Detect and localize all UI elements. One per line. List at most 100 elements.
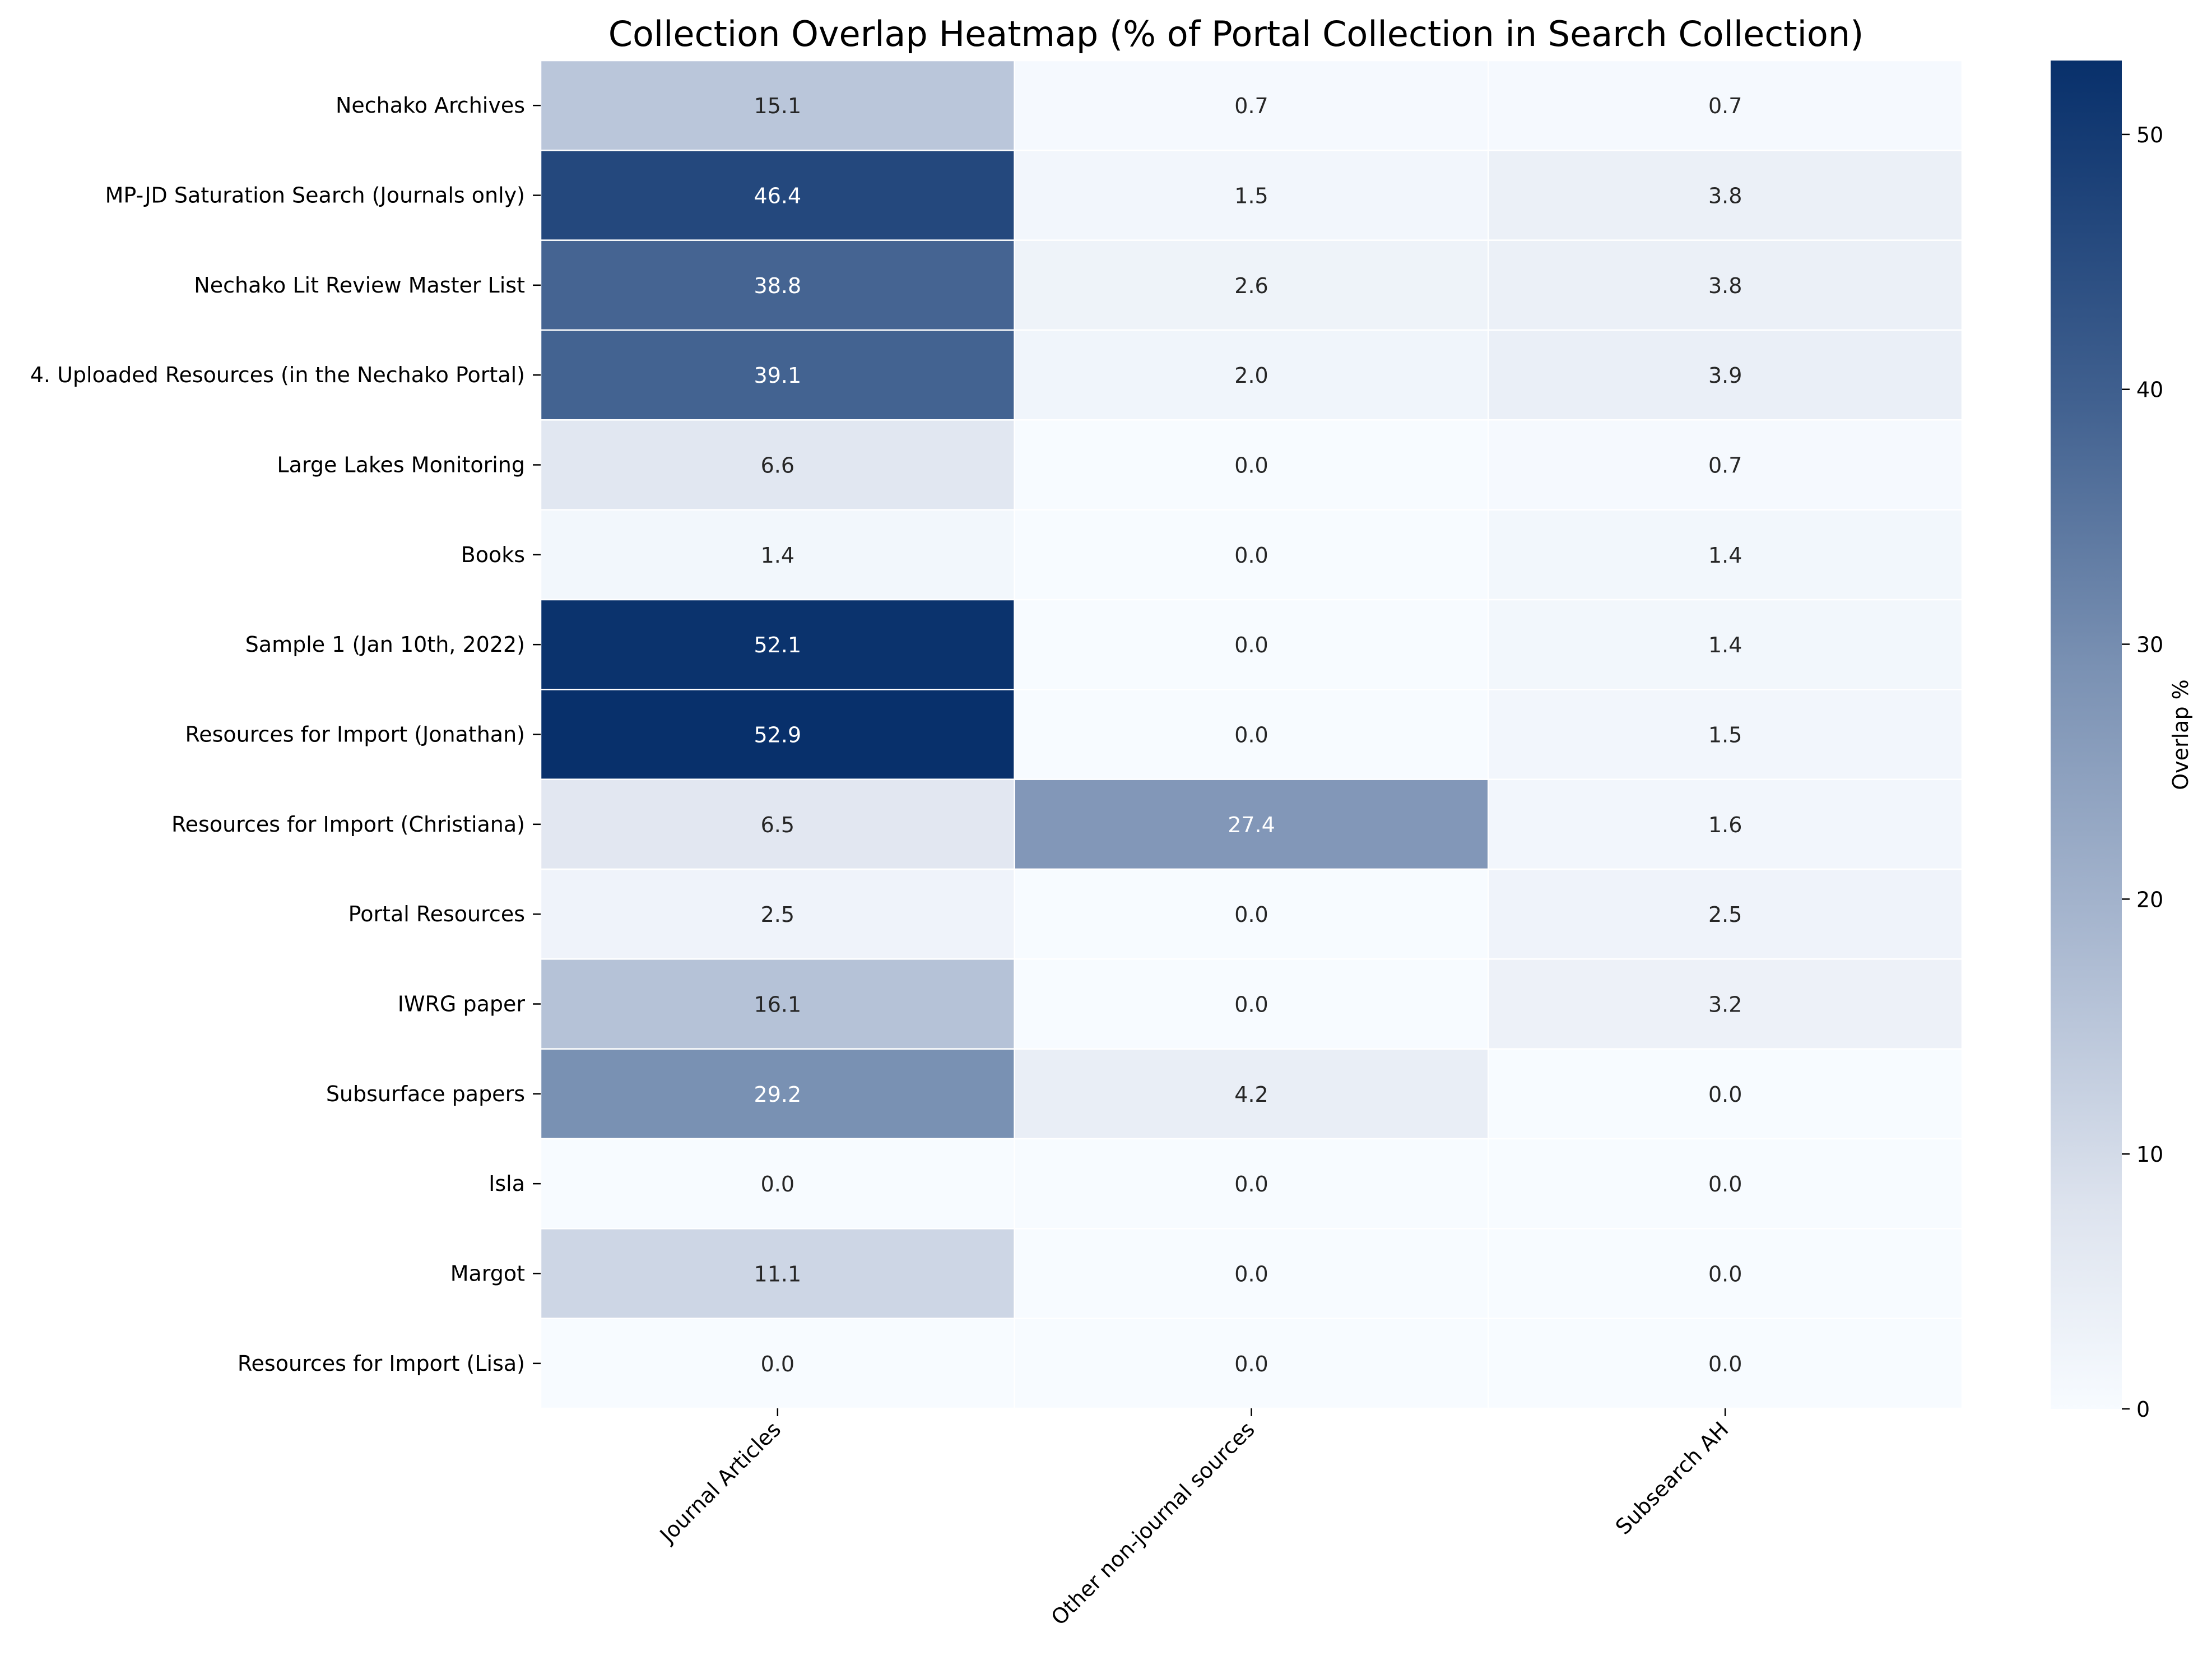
heatmap-cell xyxy=(1488,958,1963,1050)
heatmap-cell xyxy=(540,419,1015,511)
heatmap-cell xyxy=(540,778,1015,870)
cell-value-label: 1.4 xyxy=(1708,633,1742,657)
heatmap-cell xyxy=(540,958,1015,1050)
row-label: Subsurface papers xyxy=(326,1082,525,1106)
cell-value-label: 1.6 xyxy=(1708,813,1742,837)
cell-value-label: 0.0 xyxy=(1234,453,1268,478)
heatmap-cell xyxy=(540,150,1015,241)
row-label: MP-JD Saturation Search (Journals only) xyxy=(105,183,525,208)
cell-value-label: 39.1 xyxy=(754,363,802,388)
heatmap-cell xyxy=(540,689,1015,780)
column-label: Journal Articles xyxy=(654,1417,786,1548)
row-label: Resources for Import (Christiana) xyxy=(171,812,525,837)
heatmap-cell xyxy=(1488,1138,1963,1230)
colorbar-tick-label: 30 xyxy=(2136,633,2163,657)
row-label: Margot xyxy=(450,1261,525,1286)
heatmap-cell xyxy=(1014,419,1489,511)
cell-value-label: 4.2 xyxy=(1234,1082,1268,1107)
cell-value-label: 2.5 xyxy=(761,902,794,927)
cell-value-label: 3.8 xyxy=(1708,184,1742,208)
cell-value-label: 0.0 xyxy=(1708,1172,1742,1196)
cell-value-label: 52.1 xyxy=(754,633,802,657)
cell-value-label: 0.0 xyxy=(1234,1262,1268,1287)
row-label: Nechako Lit Review Master List xyxy=(194,273,525,298)
cell-value-label: 0.0 xyxy=(1708,1352,1742,1376)
column-label: Other non-journal sources xyxy=(1046,1417,1259,1630)
cell-value-label: 27.4 xyxy=(1228,813,1275,837)
heatmap-cell xyxy=(1014,599,1489,690)
row-label: Resources for Import (Lisa) xyxy=(238,1351,525,1376)
colorbar-tick-label: 50 xyxy=(2136,123,2163,147)
cell-value-label: 0.0 xyxy=(1234,633,1268,657)
cell-value-label: 11.1 xyxy=(754,1262,802,1287)
cell-value-label: 0.0 xyxy=(1234,1352,1268,1376)
cell-value-label: 2.5 xyxy=(1708,902,1742,927)
cell-value-label: 3.9 xyxy=(1708,363,1742,388)
heatmap-cell xyxy=(1488,689,1963,780)
row-labels: Nechako Archives MP-JD Saturation Search … xyxy=(30,93,541,1376)
cell-value-label: 2.0 xyxy=(1234,363,1268,388)
heatmap-cell xyxy=(1014,1048,1489,1140)
heatmap-cell xyxy=(1488,150,1963,241)
cell-value-label: 0.0 xyxy=(761,1172,794,1196)
cell-value-label: 3.8 xyxy=(1708,273,1742,298)
heatmap-cell xyxy=(540,1228,1015,1319)
heatmap-cell xyxy=(1014,59,1489,151)
cell-value-label: 0.0 xyxy=(1234,543,1268,568)
cell-value-label: 46.4 xyxy=(754,184,802,208)
row-label: Books xyxy=(461,542,525,567)
cell-value-label: 1.4 xyxy=(761,543,794,568)
heatmap-cell xyxy=(1488,599,1963,690)
chart-title: Collection Overlap Heatmap (% of Portal … xyxy=(608,13,1864,54)
cell-value-label: 0.0 xyxy=(1708,1262,1742,1287)
heatmap-cell xyxy=(540,329,1015,421)
heatmap-cell xyxy=(540,1138,1015,1230)
cell-value-label: 29.2 xyxy=(754,1082,802,1107)
cell-value-label: 0.7 xyxy=(1708,94,1742,118)
cell-value-label: 15.1 xyxy=(754,94,802,118)
row-label: Nechako Archives xyxy=(336,93,525,118)
cell-value-label: 3.2 xyxy=(1708,992,1742,1017)
heatmap-cell xyxy=(1488,868,1963,960)
row-label: Sample 1 (Jan 10th, 2022) xyxy=(245,632,525,657)
cell-value-label: 16.1 xyxy=(754,992,802,1017)
row-label: Resources for Import (Jonathan) xyxy=(185,722,526,747)
heatmap-cell xyxy=(1488,329,1963,421)
cell-value-label: 0.0 xyxy=(1234,1172,1268,1196)
heatmap-cell xyxy=(1014,150,1489,241)
row-label: Portal Resources xyxy=(348,902,525,926)
colorbar-tick-label: 40 xyxy=(2136,378,2163,402)
row-label: IWRG paper xyxy=(398,992,526,1017)
colorbar-tick-label: 10 xyxy=(2136,1142,2163,1167)
heatmap-cell xyxy=(540,599,1015,690)
heatmap-cell xyxy=(540,868,1015,960)
colorbar-tick-label: 0 xyxy=(2136,1397,2150,1422)
heatmap-cells: 15.1 0.7 0.7 46.4 1.5 3.8 38.8 2.6 3.8 39.1 2.0 3.9… xyxy=(540,59,1963,1409)
heatmap-cell xyxy=(1014,1138,1489,1230)
cell-value-label: 0.0 xyxy=(1234,992,1268,1017)
heatmap-cell xyxy=(1488,778,1963,870)
heatmap-cell xyxy=(1014,239,1489,331)
cell-value-label: 0.0 xyxy=(1708,1082,1742,1107)
cell-value-label: 0.7 xyxy=(1234,94,1268,118)
cell-value-label: 0.0 xyxy=(1234,902,1268,927)
cell-value-label: 6.6 xyxy=(761,453,794,478)
row-label: Large Lakes Monitoring xyxy=(277,453,525,477)
heatmap-cell xyxy=(1488,1048,1963,1140)
cell-value-label: 0.7 xyxy=(1708,453,1742,478)
cell-value-label: 1.4 xyxy=(1708,543,1742,568)
column-label: Subsearch AH xyxy=(1611,1417,1734,1539)
cell-value-label: 6.5 xyxy=(761,813,794,837)
heatmap-cell xyxy=(1488,1318,1963,1409)
heatmap-cell xyxy=(1014,509,1489,601)
cell-value-label: 52.9 xyxy=(754,723,802,748)
heatmap-cell xyxy=(540,1318,1015,1409)
heatmap-cell xyxy=(1014,689,1489,780)
heatmap-cell xyxy=(540,59,1015,151)
cell-value-label: 1.5 xyxy=(1234,184,1268,208)
heatmap-cell xyxy=(1488,419,1963,511)
cell-value-label: 0.0 xyxy=(761,1352,794,1376)
row-label: Isla xyxy=(489,1171,525,1196)
heatmap-cell xyxy=(1488,509,1963,601)
colorbar: 0 10 20 30 40 50 Overlap % xyxy=(2051,61,2193,1422)
